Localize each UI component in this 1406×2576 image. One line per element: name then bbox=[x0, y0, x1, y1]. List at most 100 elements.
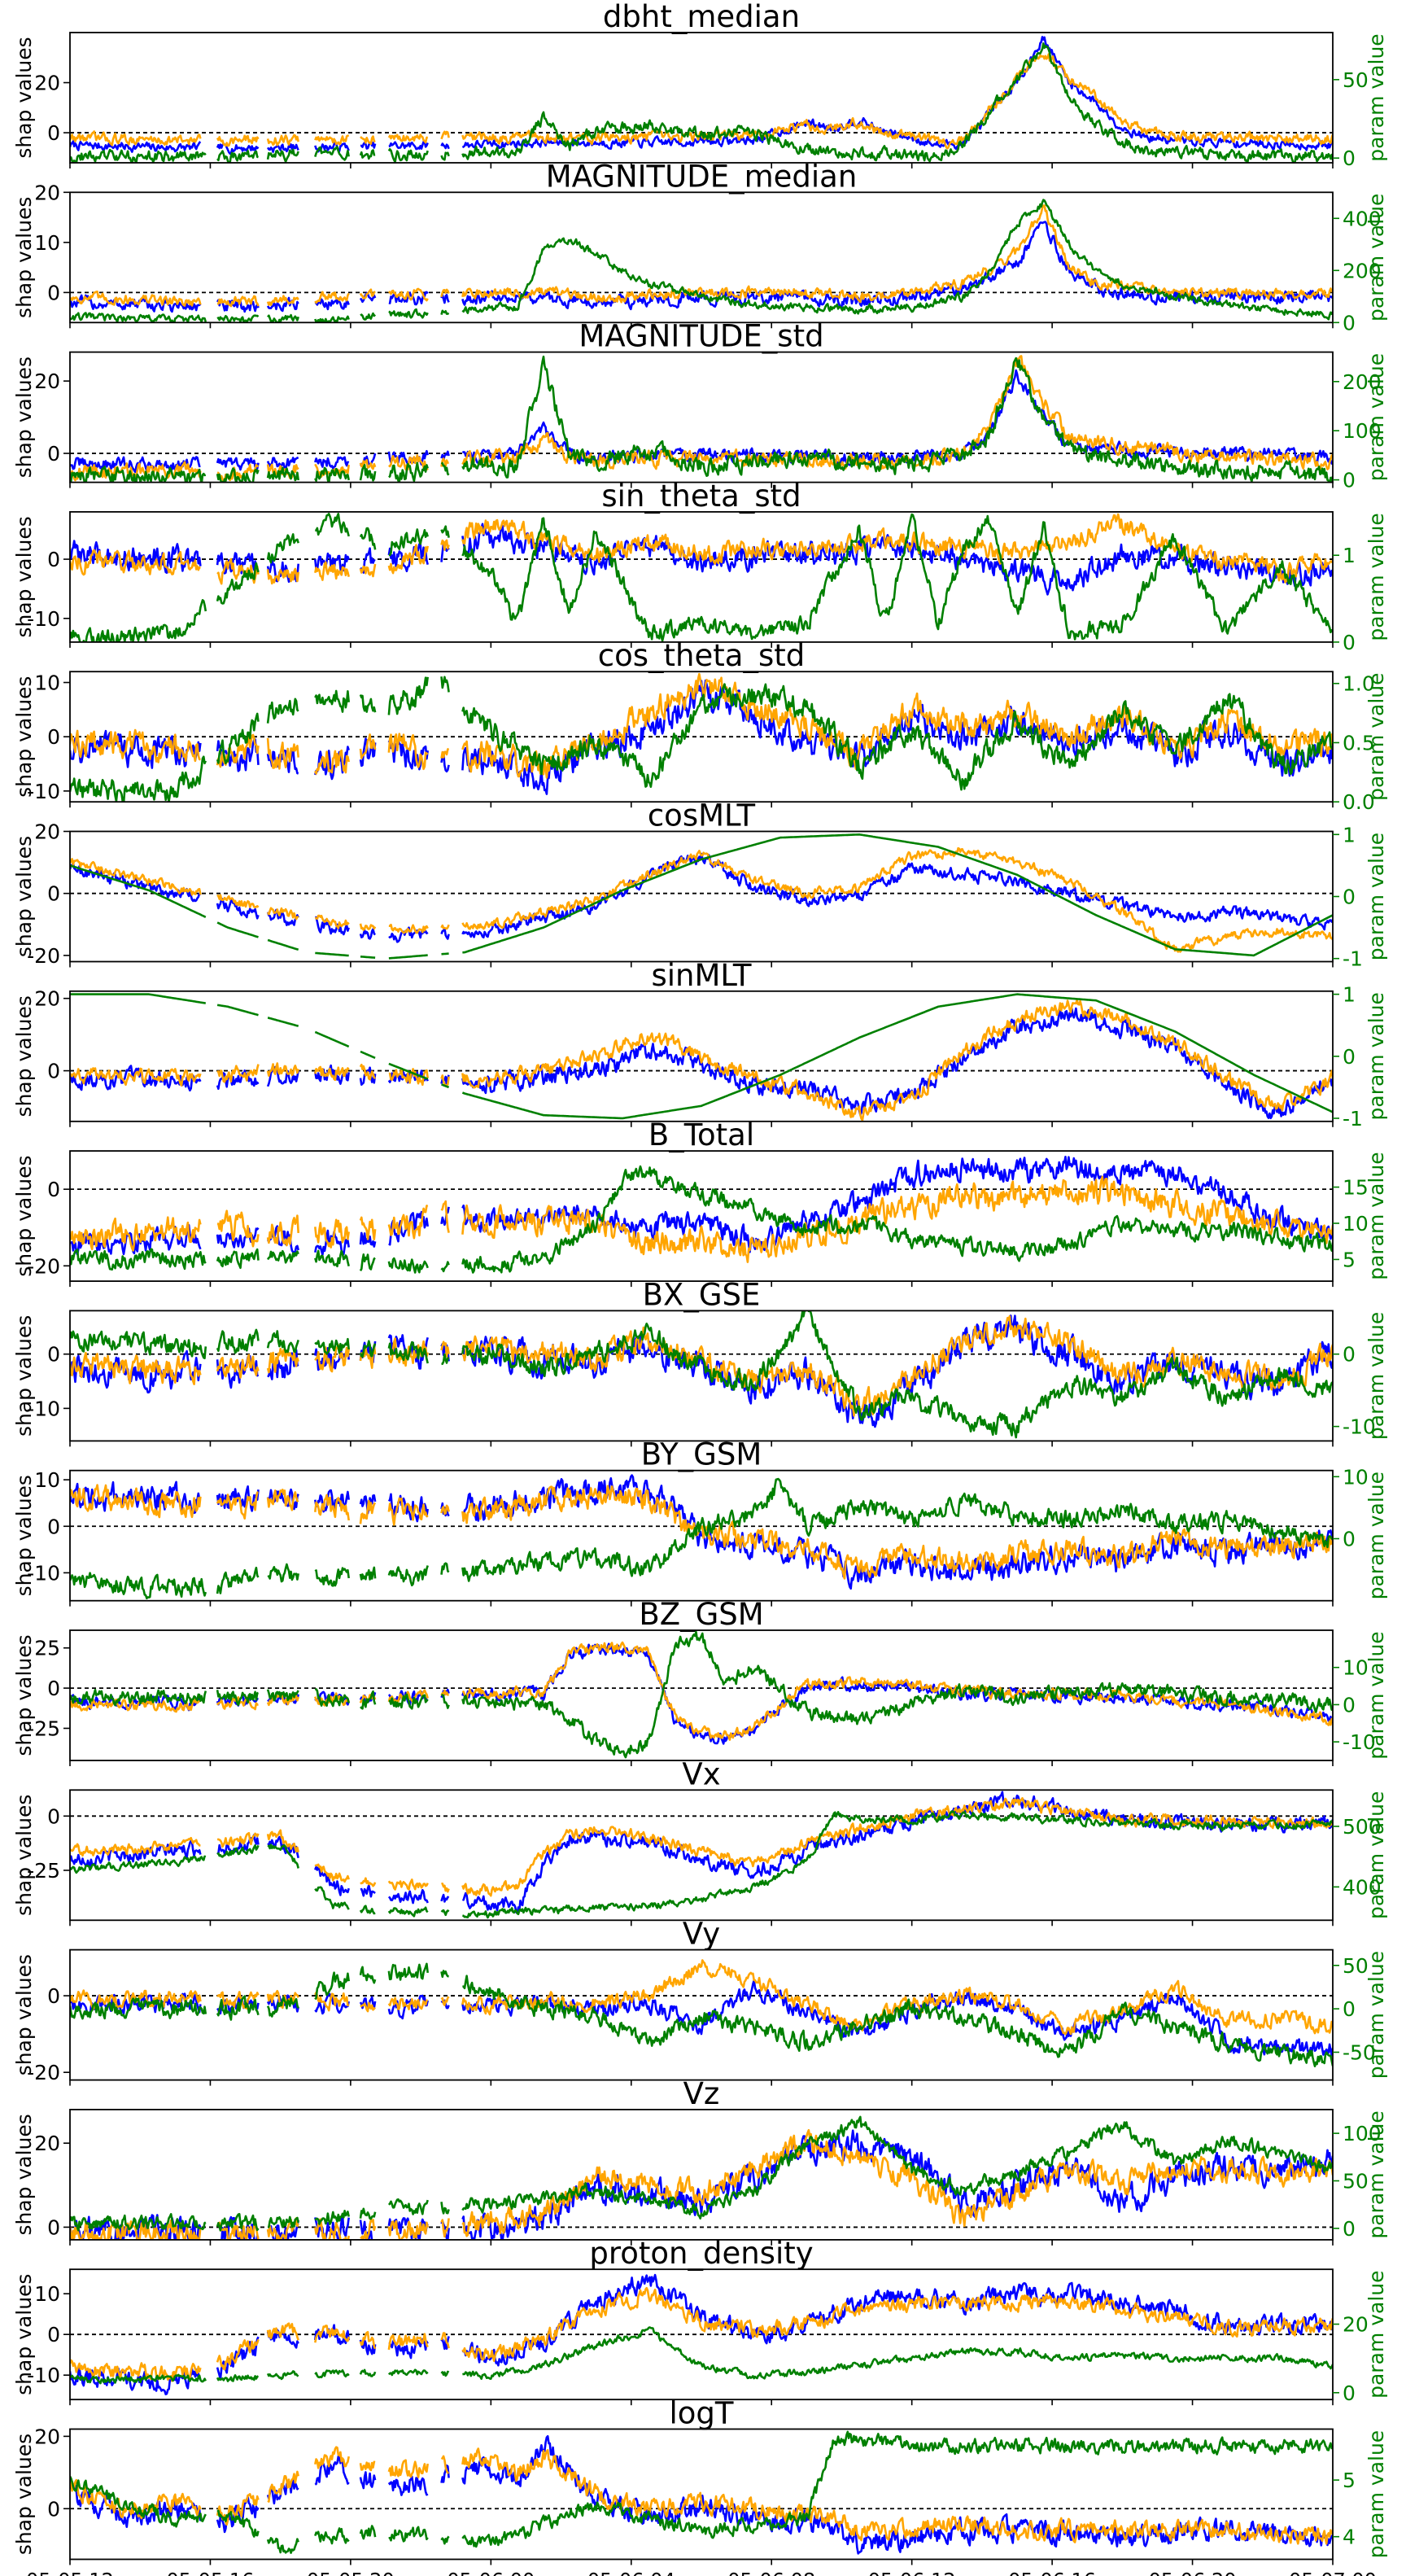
y2-axis-label: param value bbox=[1365, 353, 1388, 481]
subplot-sinmlt: sinMLT 0 20 1 0 -1 shap values param value bbox=[12, 958, 1388, 1131]
y-tick-label: -25 bbox=[27, 1717, 60, 1740]
subplot-title: MAGNITUDE_median bbox=[546, 159, 858, 194]
y-tick-label: -25 bbox=[27, 1859, 60, 1883]
y2-tick-label: 200 bbox=[1343, 370, 1382, 394]
y2-tick-label: 5 bbox=[1343, 2469, 1356, 2492]
series-line-param bbox=[70, 1165, 1333, 1274]
y-tick-label: 20 bbox=[34, 2425, 60, 2448]
y2-tick-label: 400 bbox=[1343, 207, 1382, 230]
y2-tick-label: 50 bbox=[1343, 68, 1369, 92]
plot-frame bbox=[69, 2428, 1334, 2561]
y-axis-label: shap values bbox=[12, 197, 36, 318]
y-axis-label: shap values bbox=[12, 836, 36, 957]
series-line-shap-b bbox=[70, 204, 1333, 308]
y2-tick-label: 1 bbox=[1343, 983, 1356, 1007]
subplot-title: dbht_median bbox=[603, 0, 800, 34]
y-tick-label: 0 bbox=[47, 1343, 60, 1367]
subplot-logt: logT 0 20 5 4 shap values param value 05-05 12 0… bbox=[12, 2396, 1388, 2576]
series-line-param bbox=[70, 199, 1333, 323]
y2-tick-label: 50 bbox=[1343, 1954, 1369, 1978]
subplot-title: BZ_GSM bbox=[639, 1597, 763, 1632]
y-tick-label: 0 bbox=[47, 882, 60, 906]
y2-tick-label: 100 bbox=[1343, 419, 1382, 443]
series-line-param bbox=[70, 676, 1333, 803]
y-axis-label: shap values bbox=[12, 1954, 36, 2075]
y2-tick-label: -1 bbox=[1343, 1107, 1363, 1131]
series-line-param bbox=[70, 2115, 1333, 2232]
y2-tick-label: 1.0 bbox=[1343, 672, 1375, 696]
subplot-title: B_Total bbox=[648, 1117, 754, 1152]
y2-tick-label: 0 bbox=[1343, 1997, 1356, 2021]
y-tick-label: 0 bbox=[47, 1984, 60, 2008]
y2-tick-label: 1 bbox=[1343, 823, 1356, 846]
y2-tick-label: 0 bbox=[1343, 1343, 1356, 1367]
y-tick-label: 0 bbox=[47, 442, 60, 466]
y2-axis-label: param value bbox=[1365, 2110, 1388, 2238]
y2-tick-label: 20 bbox=[1343, 2313, 1369, 2337]
y-tick-label: 0 bbox=[47, 2497, 60, 2521]
x-tick-label: 05-07 00 bbox=[1289, 2569, 1377, 2576]
series-line-param bbox=[70, 1477, 1333, 1600]
y2-axis-label: param value bbox=[1365, 992, 1388, 1120]
y-axis-label: shap values bbox=[12, 676, 36, 798]
y-tick-label: -10 bbox=[27, 2364, 60, 2387]
y2-tick-label: -50 bbox=[1343, 2040, 1376, 2064]
y-tick-label: 20 bbox=[34, 2132, 60, 2155]
plot-frame bbox=[69, 351, 1334, 483]
y-tick-label: 25 bbox=[34, 1637, 60, 1660]
series-line-param bbox=[70, 513, 1333, 642]
y2-tick-label: 0 bbox=[1343, 147, 1356, 170]
plot-frame bbox=[69, 1789, 1334, 1922]
series-line-shap-b bbox=[70, 2128, 1333, 2240]
y2-tick-label: 200 bbox=[1343, 259, 1382, 282]
series-line-param bbox=[70, 993, 1333, 1120]
y-tick-label: 10 bbox=[34, 2282, 60, 2306]
x-tick-label: 05-05 20 bbox=[307, 2569, 395, 2576]
plot-frame bbox=[69, 1469, 1334, 1602]
series-line-shap-b bbox=[70, 53, 1333, 150]
y2-axis-label: param value bbox=[1365, 833, 1388, 960]
series-line-param bbox=[70, 1810, 1333, 1919]
y2-tick-label: 0 bbox=[1343, 311, 1356, 335]
y-tick-label: 20 bbox=[34, 370, 60, 393]
plot-frame bbox=[69, 1948, 1334, 2081]
y-tick-label: 0 bbox=[47, 725, 60, 749]
y2-axis-label: param value bbox=[1365, 1152, 1388, 1279]
y-tick-label: -10 bbox=[27, 1397, 60, 1420]
plot-frame bbox=[69, 1150, 1334, 1282]
y-axis-label: shap values bbox=[12, 2434, 36, 2555]
series-line-param bbox=[70, 355, 1333, 483]
subplot-title: sin_theta_std bbox=[601, 479, 801, 514]
series-line-param bbox=[70, 1630, 1333, 1759]
series-line-shap-b bbox=[70, 1959, 1333, 2036]
subplot-title: MAGNITUDE_std bbox=[579, 319, 823, 354]
series-line-shap-b bbox=[70, 2446, 1333, 2545]
y-tick-label: -20 bbox=[27, 1254, 60, 1278]
subplot-title: logT bbox=[669, 2396, 733, 2431]
y-tick-label: 20 bbox=[34, 181, 60, 204]
y2-axis-label: param value bbox=[1365, 1951, 1388, 2079]
x-tick-label: 05-06 08 bbox=[727, 2569, 815, 2576]
subplot-bz-gsm: BZ_GSM 0 25 -25 0 10 -10 shap values param value bbox=[12, 1597, 1388, 1766]
y-tick-label: 0 bbox=[47, 548, 60, 571]
series-line-shap-b bbox=[70, 672, 1333, 779]
series-line-shap-b bbox=[70, 2286, 1333, 2382]
y-tick-label: 0 bbox=[47, 2215, 60, 2239]
y-tick-label: 0 bbox=[47, 1804, 60, 1828]
y2-tick-label: 0.5 bbox=[1343, 731, 1375, 754]
y-axis-label: shap values bbox=[12, 2114, 36, 2235]
y-tick-label: 0 bbox=[47, 1515, 60, 1538]
subplot-vx: Vx 0 -25 500 400 shap values param value bbox=[12, 1756, 1388, 1927]
y-axis-label: shap values bbox=[12, 356, 36, 478]
y-tick-label: 0 bbox=[47, 1178, 60, 1201]
y2-tick-label: 0 bbox=[1343, 1528, 1356, 1551]
y2-tick-label: 0.0 bbox=[1343, 790, 1375, 814]
plot-frame bbox=[69, 2108, 1334, 2241]
y2-axis-label: param value bbox=[1365, 33, 1388, 161]
y2-tick-label: 400 bbox=[1343, 1875, 1382, 1899]
series-line-shap-b bbox=[70, 1314, 1333, 1417]
x-tick-label: 05-06 12 bbox=[868, 2569, 956, 2576]
x-tick-label: 05-06 16 bbox=[1008, 2569, 1096, 2576]
